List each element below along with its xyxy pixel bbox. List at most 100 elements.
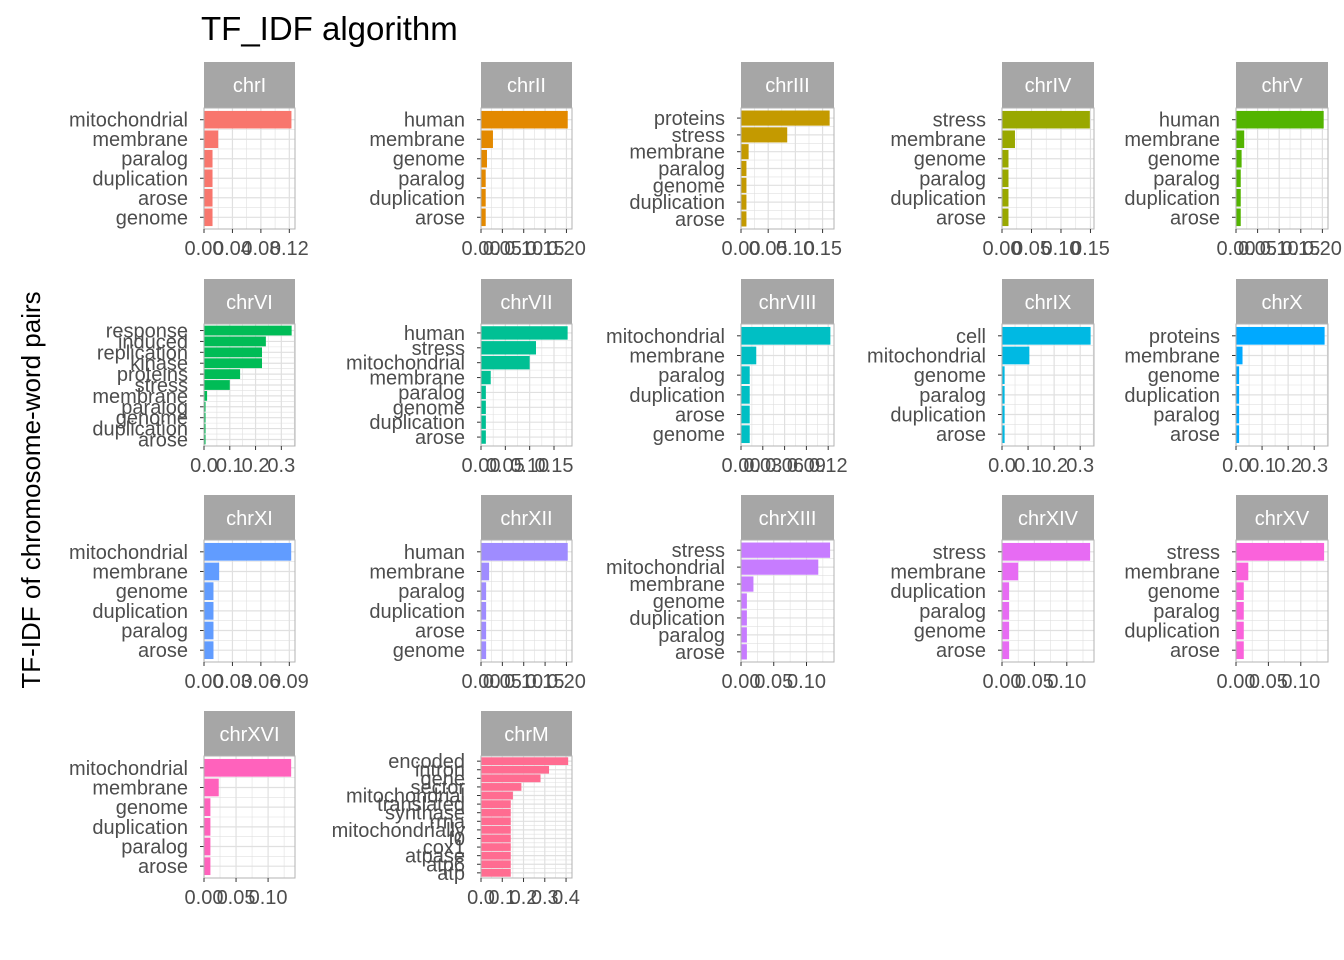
category-label: genome	[116, 207, 188, 229]
category-label: duplication	[369, 601, 465, 623]
x-tick-label: 0.20	[547, 238, 586, 260]
bar-chrXI-arose	[204, 641, 214, 660]
category-label: paralog	[658, 159, 725, 181]
panel-border-chrXII	[480, 539, 573, 663]
category-label: paralog	[121, 397, 188, 419]
panel-chrIII: chrIII proteinsstressmembraneparaloggenom…	[629, 62, 842, 260]
bar-chrXIII-paralog	[741, 627, 747, 643]
bar-chrM-sector	[481, 783, 522, 791]
bar-chrXIV-stress	[1002, 542, 1091, 561]
category-label: cox1	[423, 837, 465, 859]
bar-chrI-membrane	[204, 130, 219, 149]
category-label: stress	[135, 375, 188, 397]
category-label: genome	[393, 640, 465, 662]
bar-chrVII-mitochondrial	[481, 355, 530, 370]
bar-chrXIII-membrane	[741, 576, 754, 592]
category-label: kinase	[130, 353, 188, 375]
bar-chrVIII-mitochondrial	[741, 326, 831, 345]
bar-chrM-atpase	[481, 851, 511, 860]
bar-chrVI-response	[204, 325, 292, 336]
category-label: encoded	[388, 751, 465, 773]
category-label: duplication	[890, 581, 986, 603]
x-tick-label: 0.10	[1047, 671, 1086, 693]
bar-chrVII-arose	[481, 430, 486, 444]
panel-border-chrX	[1235, 323, 1329, 447]
bar-chrVI-induced	[204, 336, 266, 347]
x-tick-label: 0.2	[1274, 455, 1302, 477]
x-tick-label: 0.05	[1249, 671, 1288, 693]
bar-chrXVI-duplication	[204, 817, 211, 836]
x-tick-label: 0.0	[467, 887, 495, 909]
bar-chrIX-cell	[1002, 326, 1091, 345]
panel-chrXIII: chrXIII stressmitochondrialmembranegenome…	[606, 495, 835, 693]
bar-chrII-human	[481, 110, 568, 129]
bar-chrIII-proteins	[741, 110, 830, 126]
panel-border-chrIII	[740, 107, 835, 230]
category-label: genome	[914, 621, 986, 643]
x-tick-label: 0.15	[1071, 238, 1110, 260]
category-label: mitochondrial	[69, 758, 188, 780]
x-tick-label: 0.10	[787, 671, 826, 693]
category-label: paralog	[919, 601, 986, 623]
bar-chrIV-arose	[1002, 208, 1009, 227]
panel-border-chrV	[1235, 107, 1329, 230]
x-tick-label: 0.05	[483, 238, 522, 260]
category-label: genome	[1148, 365, 1220, 387]
category-label: mitochondrial	[346, 786, 465, 808]
bar-chrVIII-membrane	[741, 346, 757, 365]
category-label: membrane	[629, 345, 725, 367]
category-label: arose	[415, 621, 465, 643]
x-tick-label: 0.05	[217, 887, 256, 909]
bar-chrVI-genome	[204, 412, 206, 423]
x-tick-label: 0.0	[190, 455, 218, 477]
category-label: paralog	[121, 837, 188, 859]
panel-border-chrII	[480, 107, 573, 230]
panel-border-chrI	[203, 107, 296, 230]
x-tick-label: 0.3	[531, 887, 559, 909]
panel-chrIV: chrIV stressmembranegenomeparalogduplicat…	[890, 62, 1110, 260]
x-tick-label: 0.10	[1042, 238, 1081, 260]
x-tick-label: 0.0	[988, 455, 1016, 477]
panel-chrXVI: chrXVI mitochondrialmembranegenomeduplica…	[69, 711, 296, 909]
strip-chrXIII	[741, 495, 834, 541]
bar-chrI-mitochondrial	[204, 110, 292, 129]
bar-chrIII-arose	[741, 211, 747, 227]
category-label: gene	[421, 768, 466, 790]
strip-label-chrIV: chrIV	[1025, 75, 1072, 97]
bar-chrXI-genome	[204, 582, 214, 601]
x-tick-label: 0.00	[983, 671, 1022, 693]
bar-chrM-translated	[481, 800, 511, 808]
bar-chrX-duplication	[1236, 385, 1240, 404]
category-label: duplication	[1124, 621, 1220, 643]
x-tick-label: 0.00	[185, 887, 224, 909]
category-label: paralog	[919, 385, 986, 407]
bar-chrI-genome	[204, 208, 213, 227]
category-label: proteins	[654, 108, 725, 130]
bar-chrXI-mitochondrial	[204, 542, 292, 561]
category-label: arose	[936, 207, 986, 229]
x-tick-label: 0.1	[1248, 455, 1276, 477]
strip-chrV	[1236, 62, 1328, 108]
category-label: arose	[138, 188, 188, 210]
x-tick-label: 0.06	[765, 455, 804, 477]
x-tick-label: 0.2	[510, 887, 538, 909]
panel-border-chrVIII	[740, 323, 835, 447]
category-label: membrane	[1124, 129, 1220, 151]
category-label: arose	[675, 642, 725, 664]
category-label: arose	[138, 640, 188, 662]
bar-chrVI-duplication	[204, 423, 206, 434]
panel-border-chrVII	[480, 323, 573, 447]
x-tick-label: 0.15	[803, 238, 842, 260]
bar-chrIII-genome	[741, 177, 747, 193]
category-label: arose	[936, 424, 986, 446]
category-label: membrane	[92, 129, 188, 151]
x-tick-label: 0.10	[1281, 671, 1320, 693]
bar-chrVI-kinase	[204, 358, 263, 369]
bar-chrXII-genome	[481, 641, 487, 660]
strip-label-chrXIV: chrXIV	[1018, 508, 1079, 530]
panel-chrM: chrMencodedintrongenesectormitochondrial…	[332, 711, 580, 909]
bar-chrVI-proteins	[204, 369, 241, 380]
panel-chrVI: chrVI responseinducedreplicationkinasepro…	[92, 279, 296, 477]
bar-chrM-encoded	[481, 757, 569, 766]
